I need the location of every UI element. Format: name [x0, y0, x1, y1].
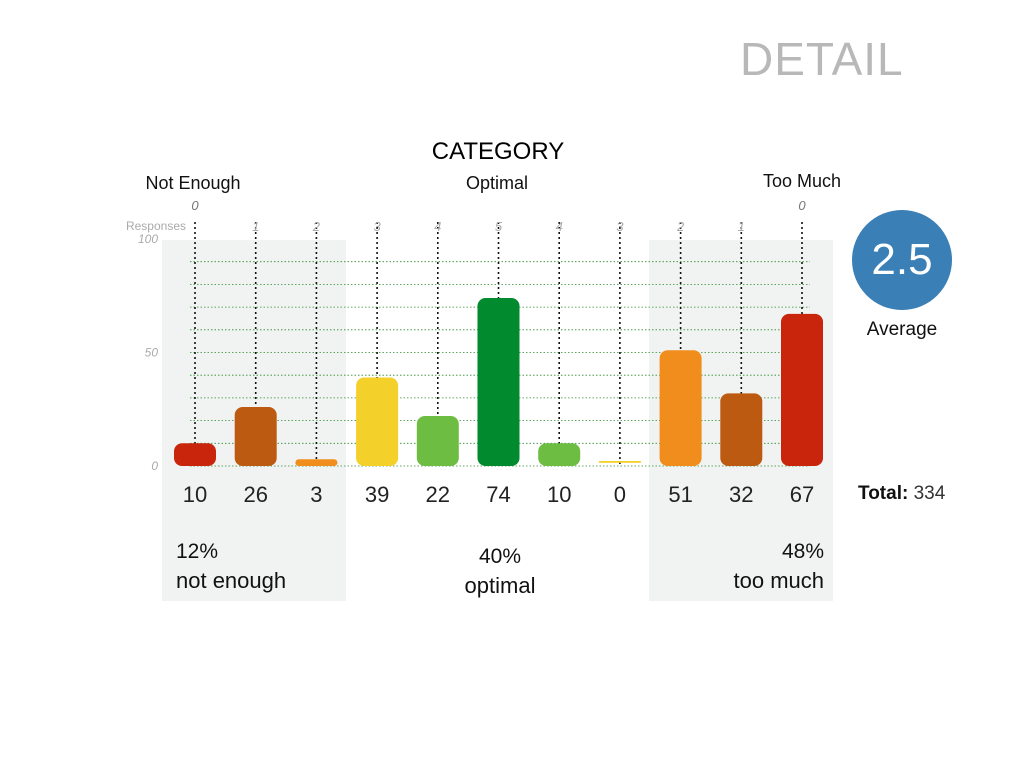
value-label: 22 — [426, 482, 450, 507]
value-label: 0 — [614, 482, 626, 507]
bar — [659, 350, 702, 466]
bar — [174, 443, 216, 466]
y-axis-label: Responses — [125, 219, 186, 233]
value-label: 67 — [790, 482, 814, 507]
category-label-too-much: Too Much — [762, 171, 842, 191]
total-label: Total: — [858, 483, 909, 504]
summary-too-much-label: too much — [733, 568, 825, 593]
total-value: 334 — [913, 483, 946, 504]
summary-optimal-percent: 40% — [478, 545, 522, 568]
value-label: 32 — [729, 482, 753, 507]
summary-too-much-percent: 48% — [781, 540, 824, 563]
bar — [720, 393, 763, 466]
value-label: 10 — [183, 482, 207, 507]
value-label: 39 — [365, 482, 389, 507]
scale-label: 4 — [556, 219, 563, 234]
scale-label: 1 — [738, 219, 745, 234]
summary-not-enough-percent: 12% — [176, 540, 219, 563]
total-count: Total: 334 — [858, 483, 945, 505]
value-label: 74 — [486, 482, 510, 507]
scale-label: 0 — [191, 198, 199, 213]
bar — [538, 443, 581, 466]
y-tick-label: 50 — [145, 346, 159, 360]
scale-label: 2 — [312, 219, 321, 234]
bar — [416, 416, 459, 466]
y-tick-label: 0 — [151, 459, 158, 473]
chart-title: CATEGORY — [431, 138, 565, 165]
value-label: 51 — [668, 482, 692, 507]
bar — [598, 461, 641, 463]
scale-label: 3 — [373, 219, 381, 234]
bar — [295, 459, 338, 466]
summary-optimal-label: optimal — [464, 573, 536, 598]
category-label-optimal: Optimal — [465, 173, 528, 193]
page-title: DETAIL — [740, 33, 904, 85]
bar — [234, 406, 277, 466]
bar — [477, 298, 520, 466]
scale-label: 1 — [252, 219, 259, 234]
value-label: 10 — [547, 482, 571, 507]
scale-label: 5 — [495, 219, 503, 234]
value-label: 26 — [243, 482, 267, 507]
value-label: 3 — [310, 482, 322, 507]
average-label: Average — [866, 319, 938, 340]
category-label-not-enough: Not Enough — [145, 173, 241, 193]
bar — [356, 377, 399, 466]
scale-label: 3 — [616, 219, 624, 234]
y-tick-label: 100 — [138, 232, 158, 246]
scale-label: 2 — [676, 219, 685, 234]
average-badge: 2.5 — [852, 210, 952, 310]
bar — [781, 313, 823, 466]
scale-label: 0 — [798, 198, 806, 213]
scale-label: 4 — [434, 219, 441, 234]
summary-not-enough-label: not enough — [176, 568, 287, 593]
